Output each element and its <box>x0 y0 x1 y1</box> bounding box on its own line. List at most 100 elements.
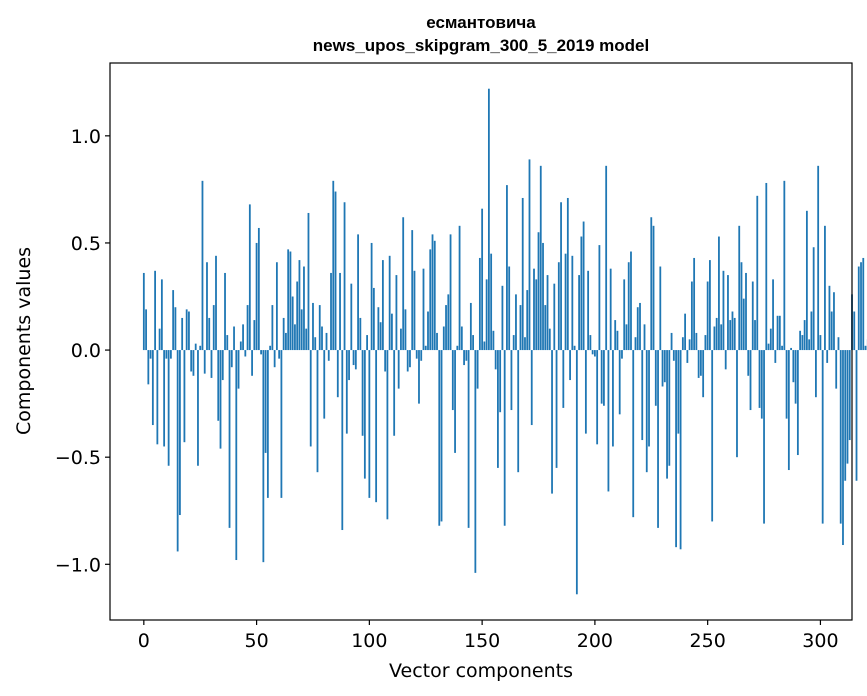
bar <box>431 234 434 351</box>
bar <box>776 315 779 351</box>
bar <box>537 232 540 351</box>
bar <box>230 350 233 368</box>
bar <box>503 350 506 526</box>
bar <box>194 343 197 351</box>
bar <box>697 350 700 378</box>
bar <box>451 350 454 411</box>
bar <box>718 236 720 351</box>
bar <box>846 350 849 464</box>
bar <box>361 350 364 436</box>
bar <box>339 272 341 351</box>
bar <box>587 270 590 351</box>
bar <box>499 350 502 413</box>
y-tick-label: 0.5 <box>71 233 101 255</box>
bar <box>808 339 811 351</box>
bar <box>266 350 269 498</box>
bar <box>625 324 628 351</box>
bar <box>580 236 583 351</box>
bar <box>156 350 159 445</box>
bar <box>564 253 567 351</box>
bar <box>203 350 206 374</box>
bar <box>391 313 393 351</box>
bar <box>278 350 281 359</box>
bar <box>375 350 378 503</box>
bar <box>244 350 247 357</box>
x-tick-label: 250 <box>690 630 726 652</box>
bar <box>612 350 614 447</box>
bar <box>521 197 524 351</box>
bar <box>864 345 867 351</box>
bar <box>519 305 522 351</box>
bar <box>796 350 799 456</box>
bar <box>553 283 556 351</box>
bar <box>562 350 565 408</box>
bar <box>465 350 468 361</box>
bar <box>792 350 795 383</box>
bar <box>731 311 734 351</box>
bar <box>648 350 650 447</box>
bar <box>699 350 702 376</box>
bar <box>639 302 641 351</box>
bar <box>627 262 630 351</box>
bar <box>517 350 520 473</box>
bar <box>381 260 384 351</box>
bar <box>142 272 145 351</box>
bar <box>314 337 317 351</box>
bar <box>379 322 382 351</box>
bar <box>318 305 321 351</box>
bar <box>219 350 222 449</box>
bar <box>188 311 190 351</box>
bar <box>483 341 486 351</box>
bar <box>666 350 668 479</box>
bar <box>185 309 188 351</box>
bar <box>578 275 580 351</box>
bar <box>467 350 470 528</box>
bar <box>857 266 860 351</box>
bar <box>368 350 371 498</box>
bar <box>575 350 578 595</box>
bar <box>235 350 238 561</box>
bar <box>584 350 587 434</box>
bar <box>433 240 436 351</box>
bar <box>280 350 283 498</box>
bar <box>497 350 499 468</box>
bar <box>190 350 193 372</box>
bar <box>560 202 562 351</box>
x-tick-label: 0 <box>138 630 150 652</box>
bar <box>736 350 738 458</box>
y-tick-label: −1.0 <box>55 554 101 576</box>
bar <box>476 350 479 389</box>
bar <box>616 330 619 351</box>
bar <box>607 350 610 492</box>
bar <box>546 275 549 351</box>
bar <box>217 350 220 421</box>
bar <box>803 320 806 351</box>
bar <box>201 180 204 351</box>
bar <box>508 266 511 351</box>
bar <box>787 350 790 471</box>
bar <box>799 330 802 351</box>
bar <box>289 251 292 351</box>
x-tick-label: 300 <box>802 630 838 652</box>
x-tick-label: 100 <box>351 630 387 652</box>
bar <box>810 311 813 351</box>
bar <box>591 350 594 355</box>
bar <box>557 262 560 351</box>
bar <box>246 305 249 351</box>
bar <box>264 350 267 453</box>
bar <box>343 202 346 351</box>
bar <box>812 247 815 351</box>
bar <box>429 249 432 351</box>
bar <box>154 270 156 351</box>
bar <box>600 350 603 404</box>
bar <box>312 302 314 351</box>
bar <box>275 262 278 351</box>
bar <box>598 245 601 351</box>
bar <box>862 257 865 351</box>
bar <box>454 350 456 453</box>
bar <box>334 191 337 351</box>
bar <box>388 255 391 351</box>
bar <box>740 262 743 351</box>
bar <box>645 350 648 473</box>
